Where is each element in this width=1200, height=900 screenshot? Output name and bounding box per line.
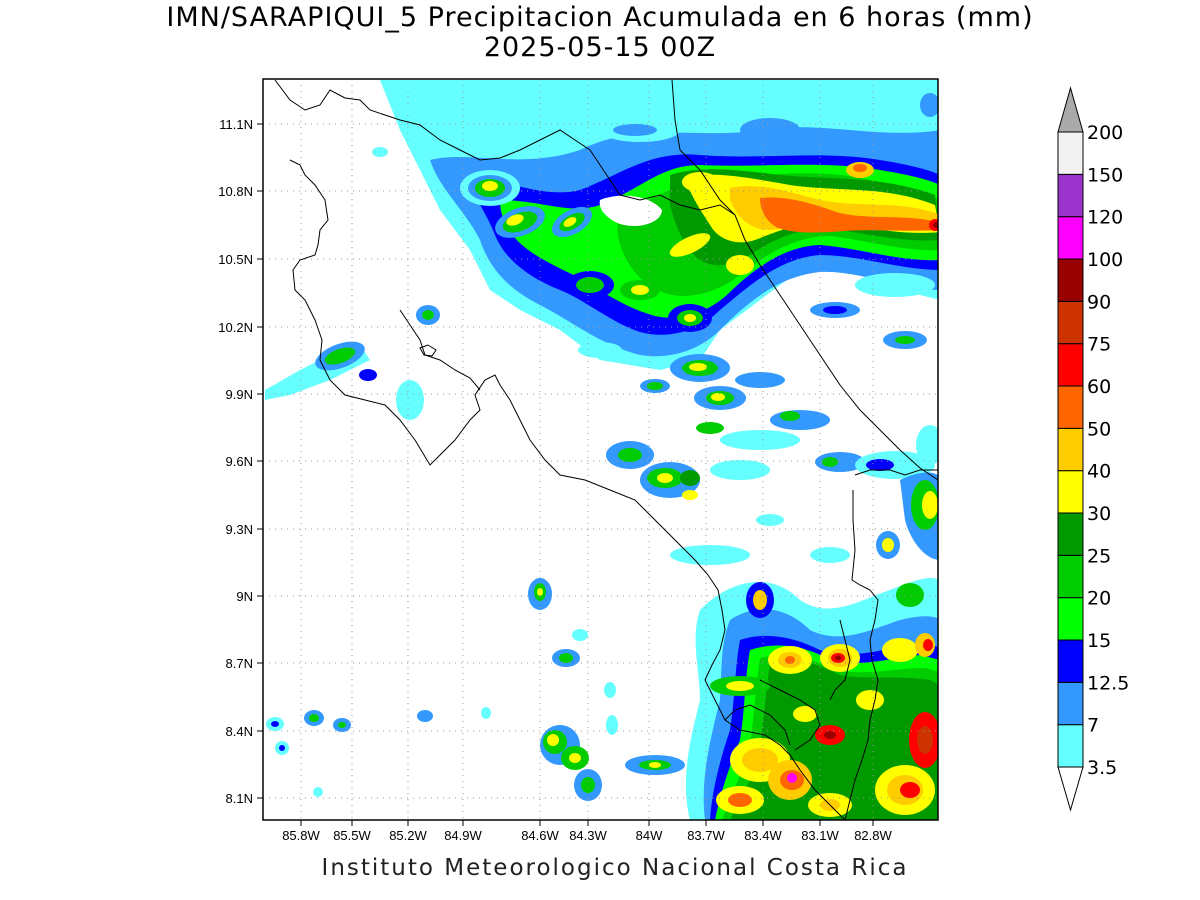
lat-tick-label: 9.9N [226, 387, 253, 402]
lon-tick-label: 85.8W [282, 828, 320, 843]
lat-tick-label: 8.4N [226, 724, 253, 739]
colorbar-level-label: 3.5 [1087, 757, 1117, 779]
colorbar-swatch [1057, 597, 1084, 641]
chart-subtitle-datetime: 2025-05-15 00Z [483, 32, 717, 63]
colorbar-level-label: 15 [1087, 630, 1111, 652]
lon-tick-label: 82.8W [854, 828, 892, 843]
colorbar-level-label: 90 [1087, 291, 1111, 313]
colorbar-swatch [1057, 343, 1084, 387]
colorbar-swatch [1057, 512, 1084, 556]
chart-title: IMN/SARAPIQUI_5 Precipitacion Acumulada … [166, 2, 1034, 33]
colorbar-overflow-triangle [1057, 86, 1084, 133]
lat-tick-label: 9.3N [226, 522, 253, 537]
lon-tick-label: 84.9W [444, 828, 482, 843]
lat-tick-label: 11.1N [219, 117, 253, 132]
colorbar-swatch [1057, 385, 1084, 429]
lon-tick-label: 85.2W [389, 828, 427, 843]
colorbar-level-label: 100 [1087, 249, 1123, 271]
colorbar-level-label: 60 [1087, 376, 1111, 398]
colorbar-underflow-triangle [1057, 766, 1084, 812]
lat-tick-label: 9.6N [226, 454, 253, 469]
colorbar-swatch [1057, 258, 1084, 302]
colorbar-level-label: 75 [1087, 334, 1111, 356]
colorbar-level-label: 12.5 [1087, 672, 1129, 694]
lon-tick-label: 83.7W [687, 828, 725, 843]
lon-tick-label: 83.4W [744, 828, 782, 843]
precipitation-field [265, 80, 938, 820]
colorbar-level-label: 50 [1087, 418, 1111, 440]
colorbar-level-label: 30 [1087, 503, 1111, 525]
colorbar-swatch [1057, 173, 1084, 218]
colorbar-level-label: 40 [1087, 461, 1111, 483]
lon-tick-label: 85.5W [333, 828, 371, 843]
colorbar-swatch [1057, 681, 1084, 726]
lat-tick-label: 8.7N [226, 656, 253, 671]
colorbar-level-label: 25 [1087, 545, 1111, 567]
colorbar-swatch [1057, 470, 1084, 514]
lat-tick-label: 9N [236, 589, 253, 604]
colorbar-level-label: 200 [1087, 122, 1123, 144]
lat-tick-label: 8.1N [226, 791, 253, 806]
lat-tick-label: 10.5N [218, 252, 253, 267]
colorbar-swatch [1057, 131, 1084, 175]
colorbar-level-label: 7 [1087, 715, 1099, 737]
colorbar-swatch [1057, 554, 1084, 599]
colorbar-swatch [1057, 427, 1084, 472]
lon-tick-label: 84.6W [521, 828, 559, 843]
colorbar-swatch [1057, 216, 1084, 260]
map-frame [262, 78, 939, 821]
lat-tick-label: 10.2N [218, 320, 253, 335]
colorbar-swatch [1057, 639, 1084, 683]
lon-tick-label: 84W [636, 828, 663, 843]
colorbar-level-label: 20 [1087, 588, 1111, 610]
colorbar-legend: 3.5 7 12.5 15 20 25 30 40 50 60 75 90 100 120 150 200 [1057, 86, 1129, 812]
coastline-borders [274, 79, 938, 820]
colorbar-level-label: 120 [1087, 207, 1123, 229]
axis-ticks [257, 123, 874, 826]
colorbar-swatch [1057, 300, 1084, 345]
colorbar-level-label: 150 [1087, 164, 1123, 186]
lat-tick-label: 10.8N [218, 184, 253, 199]
footer-credit: Instituto Meteorologico Nacional Costa R… [321, 855, 909, 881]
lon-tick-label: 83.1W [801, 828, 839, 843]
lon-tick-label: 84.3W [569, 828, 607, 843]
colorbar-swatch [1057, 724, 1084, 768]
